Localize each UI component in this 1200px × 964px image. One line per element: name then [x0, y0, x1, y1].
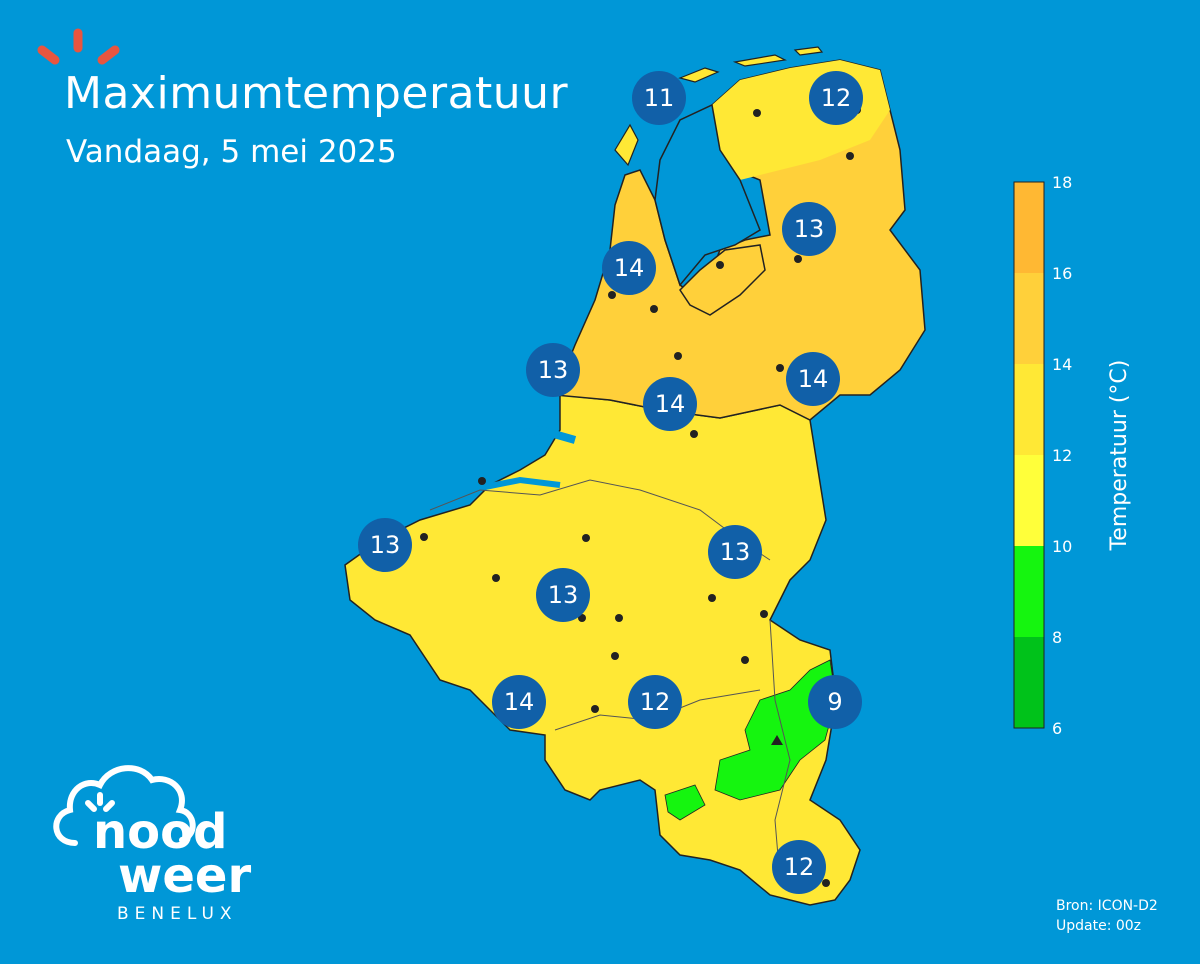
temperature-label: 13: [720, 538, 751, 566]
temperature-label: 11: [644, 84, 675, 112]
temperature-label: 12: [640, 688, 671, 716]
temperature-marker: [772, 840, 826, 894]
wadden-island: [793, 46, 824, 56]
legend-band: [1014, 273, 1044, 364]
source-model: Bron: ICON-D2: [1056, 898, 1158, 914]
page-subtitle: Vandaag, 5 mei 2025: [66, 134, 397, 170]
brand-name-line1: nood: [93, 804, 227, 860]
cool-area-ardennes: [714, 659, 837, 801]
temperature-label: 13: [370, 531, 401, 559]
legend-tick: 16: [1052, 264, 1072, 283]
city-dot: [690, 430, 698, 438]
city-dot: [420, 533, 428, 541]
legend-tick: 10: [1052, 537, 1072, 556]
temperature-marker: [808, 675, 862, 729]
temperature-label: 14: [798, 365, 829, 393]
legend-tick: 14: [1052, 355, 1072, 374]
sun-rays-icon: [37, 28, 120, 65]
city-dot: [478, 477, 486, 485]
city-dot: [611, 652, 619, 660]
cool-area-ardennes: [664, 784, 706, 821]
city-dot: [846, 152, 854, 160]
city-dot: [674, 352, 682, 360]
legend-tick: 18: [1052, 173, 1072, 192]
temperature-markers: 11 12 13 14 13 14 14 13 13 13 14 12 9 12: [358, 71, 863, 894]
temperature-marker: [602, 241, 656, 295]
legend-tick: 12: [1052, 446, 1072, 465]
temperature-marker: [358, 518, 412, 572]
legend-band: [1014, 637, 1044, 728]
legend-band: [1014, 455, 1044, 546]
city-dot: [615, 614, 623, 622]
legend-tick: 8: [1052, 628, 1062, 647]
temperature-label: 14: [614, 254, 645, 282]
city-dot: [822, 879, 830, 887]
temperature-label: 14: [504, 688, 535, 716]
flevoland: [679, 244, 766, 316]
page-title: Maximumtemperatuur: [64, 68, 569, 119]
wadden-island: [678, 67, 720, 83]
land-south: [344, 394, 861, 906]
city-dot: [582, 534, 590, 542]
city-dot: [608, 291, 616, 299]
wadden-island: [614, 123, 639, 167]
city-dot: [753, 109, 761, 117]
temperature-marker: [536, 568, 590, 622]
temperature-label: 13: [548, 581, 579, 609]
temperature-label: 12: [784, 853, 815, 881]
city-dot: [650, 305, 658, 313]
temperature-marker: [809, 71, 863, 125]
border-line: [769, 619, 791, 881]
city-dot: [492, 574, 500, 582]
legend-band: [1014, 546, 1044, 637]
temperature-marker: [643, 377, 697, 431]
temperature-marker: [526, 343, 580, 397]
legend-title: Temperatuur (°C): [1107, 360, 1132, 552]
legend-tick: 6: [1052, 719, 1062, 738]
brand-name-line2: weer: [118, 848, 251, 904]
estuary: [469, 476, 561, 493]
legend-band: [1014, 364, 1044, 455]
city-dot: [591, 705, 599, 713]
brand-region: BENELUX: [117, 904, 238, 924]
temperature-label: 12: [821, 84, 852, 112]
ijsselmeer: [654, 103, 761, 287]
temperature-marker: [492, 675, 546, 729]
city-dot: [794, 255, 802, 263]
city-dot: [741, 656, 749, 664]
peak-triangle: [771, 735, 783, 745]
source-update: Update: 00z: [1056, 918, 1142, 934]
city-dot: [776, 364, 784, 372]
source-info: Bron: ICON-D2 Update: 00z: [1056, 896, 1158, 936]
temperature-marker: [632, 71, 686, 125]
city-dot: [760, 610, 768, 618]
wadden-island: [732, 54, 787, 67]
city-dot: [716, 261, 724, 269]
city-dot: [708, 594, 716, 602]
temperature-label: 9: [827, 688, 842, 716]
temperature-legend: 6 8 10 12 14 16 18 Temperatuur (°C): [1013, 173, 1132, 738]
city-dot: [578, 614, 586, 622]
temperature-label: 14: [655, 390, 686, 418]
temperature-marker: [628, 675, 682, 729]
temperature-marker: [782, 202, 836, 256]
temperature-marker: [708, 525, 762, 579]
temperature-label: 13: [538, 356, 569, 384]
temperature-label: 13: [794, 215, 825, 243]
estuary: [489, 425, 577, 444]
legend-band: [1014, 182, 1044, 273]
noodweer-cloud-icon: [53, 765, 196, 846]
temperature-marker: [786, 352, 840, 406]
